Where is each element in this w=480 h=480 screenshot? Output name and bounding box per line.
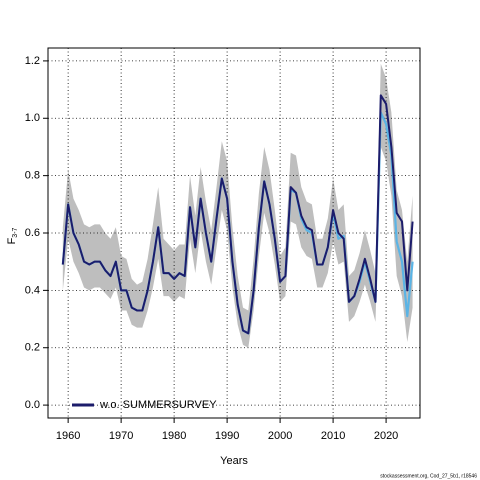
y-tick-label: 0.2 bbox=[25, 342, 40, 354]
y-axis-label-sub: 3-7 bbox=[12, 227, 19, 237]
y-tick-label: 1.0 bbox=[25, 112, 40, 124]
x-tick-label: 1990 bbox=[215, 430, 239, 442]
x-axis-label: Years bbox=[220, 455, 248, 467]
x-tick-label: 2020 bbox=[374, 430, 398, 442]
x-tick-label: 1960 bbox=[56, 430, 80, 442]
y-tick-label: 0.6 bbox=[25, 227, 40, 239]
x-tick-label: 1970 bbox=[109, 430, 133, 442]
y-axis-label: F3-7 bbox=[6, 227, 19, 244]
y-axis-label-main: F bbox=[6, 237, 18, 244]
legend-label: w.o. SUMMERSURVEY bbox=[99, 399, 217, 411]
y-tick-label: 0.0 bbox=[25, 399, 40, 411]
y-tick-label: 0.4 bbox=[25, 284, 40, 296]
series-line bbox=[61, 94, 414, 335]
x-tick-label: 1980 bbox=[162, 430, 186, 442]
x-tick-label: 2000 bbox=[268, 430, 292, 442]
plot-frame bbox=[47, 47, 421, 419]
x-tick-label: 2010 bbox=[321, 430, 345, 442]
y-tick-label: 0.8 bbox=[25, 170, 40, 182]
source-note: stockassessment.org, Cod_27_5b1, r18546 bbox=[380, 473, 477, 479]
y-tick-label: 1.2 bbox=[25, 55, 40, 67]
